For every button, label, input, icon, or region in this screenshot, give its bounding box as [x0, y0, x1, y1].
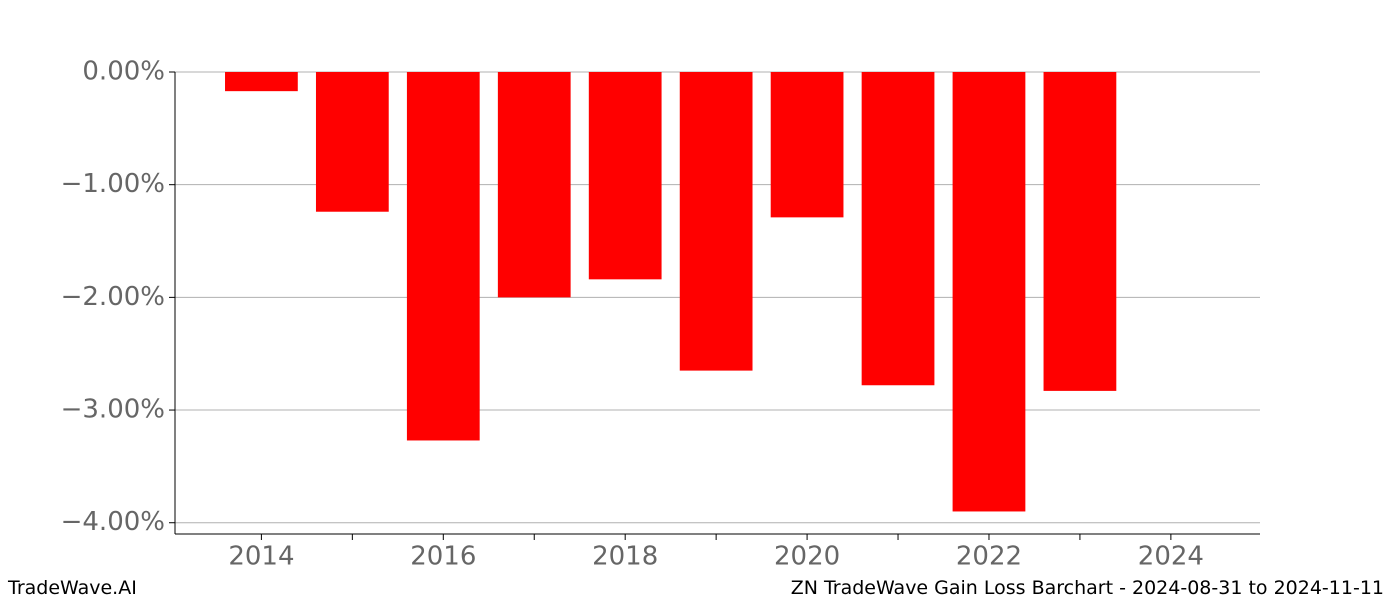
- bar: [588, 72, 662, 280]
- x-tick-label: 2020: [774, 542, 840, 572]
- y-tick-label: −1.00%: [61, 169, 165, 199]
- x-tick-label: 2014: [228, 542, 294, 572]
- bar: [315, 72, 389, 212]
- x-tick-label: 2022: [956, 542, 1022, 572]
- y-tick-label: −2.00%: [61, 282, 165, 312]
- bar: [861, 72, 935, 386]
- bar: [952, 72, 1026, 512]
- bar: [679, 72, 753, 371]
- x-tick-label: 2016: [410, 542, 476, 572]
- y-tick-label: 0.00%: [82, 57, 165, 87]
- bar: [497, 72, 571, 298]
- y-tick-label: −4.00%: [61, 507, 165, 537]
- footer-left: TradeWave.AI: [7, 577, 137, 599]
- y-tick-label: −3.00%: [61, 395, 165, 425]
- x-tick-label: 2018: [592, 542, 658, 572]
- bar: [225, 72, 298, 92]
- bar: [406, 72, 480, 441]
- x-tick-label: 2024: [1138, 542, 1204, 572]
- bar: [1043, 72, 1117, 391]
- bar: [770, 72, 844, 218]
- footer-right: ZN TradeWave Gain Loss Barchart - 2024-0…: [791, 577, 1384, 599]
